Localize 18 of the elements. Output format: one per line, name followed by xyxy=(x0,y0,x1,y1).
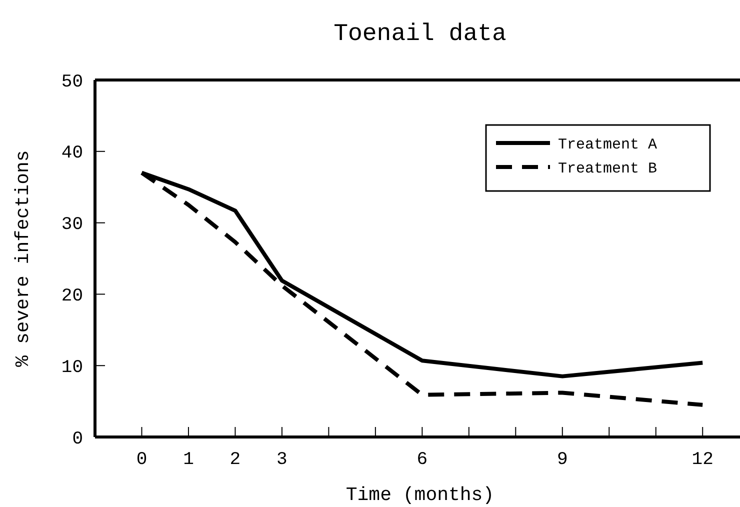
y-tick-label: 20 xyxy=(61,286,83,306)
y-tick-label: 50 xyxy=(61,72,83,92)
x-tick-label: 0 xyxy=(136,450,148,470)
chart-title: Toenail data xyxy=(334,21,506,48)
x-tick-label: 2 xyxy=(230,450,241,470)
x-tick-label: 3 xyxy=(276,450,288,470)
x-tick-label: 9 xyxy=(556,450,568,470)
x-tick-label: 12 xyxy=(692,450,714,470)
y-tick-label: 0 xyxy=(72,429,83,450)
y-tick-label: 40 xyxy=(61,144,83,164)
legend-label: Treatment A xyxy=(558,136,658,154)
x-axis-title: Time (months) xyxy=(346,484,494,506)
y-tick-label: 30 xyxy=(61,215,83,236)
x-tick-label: 6 xyxy=(416,450,428,470)
x-tick-label: 1 xyxy=(183,450,194,470)
legend-label: Treatment B xyxy=(558,160,658,178)
y-axis-title: % severe infections xyxy=(12,150,34,367)
y-tick-label: 10 xyxy=(61,358,83,378)
